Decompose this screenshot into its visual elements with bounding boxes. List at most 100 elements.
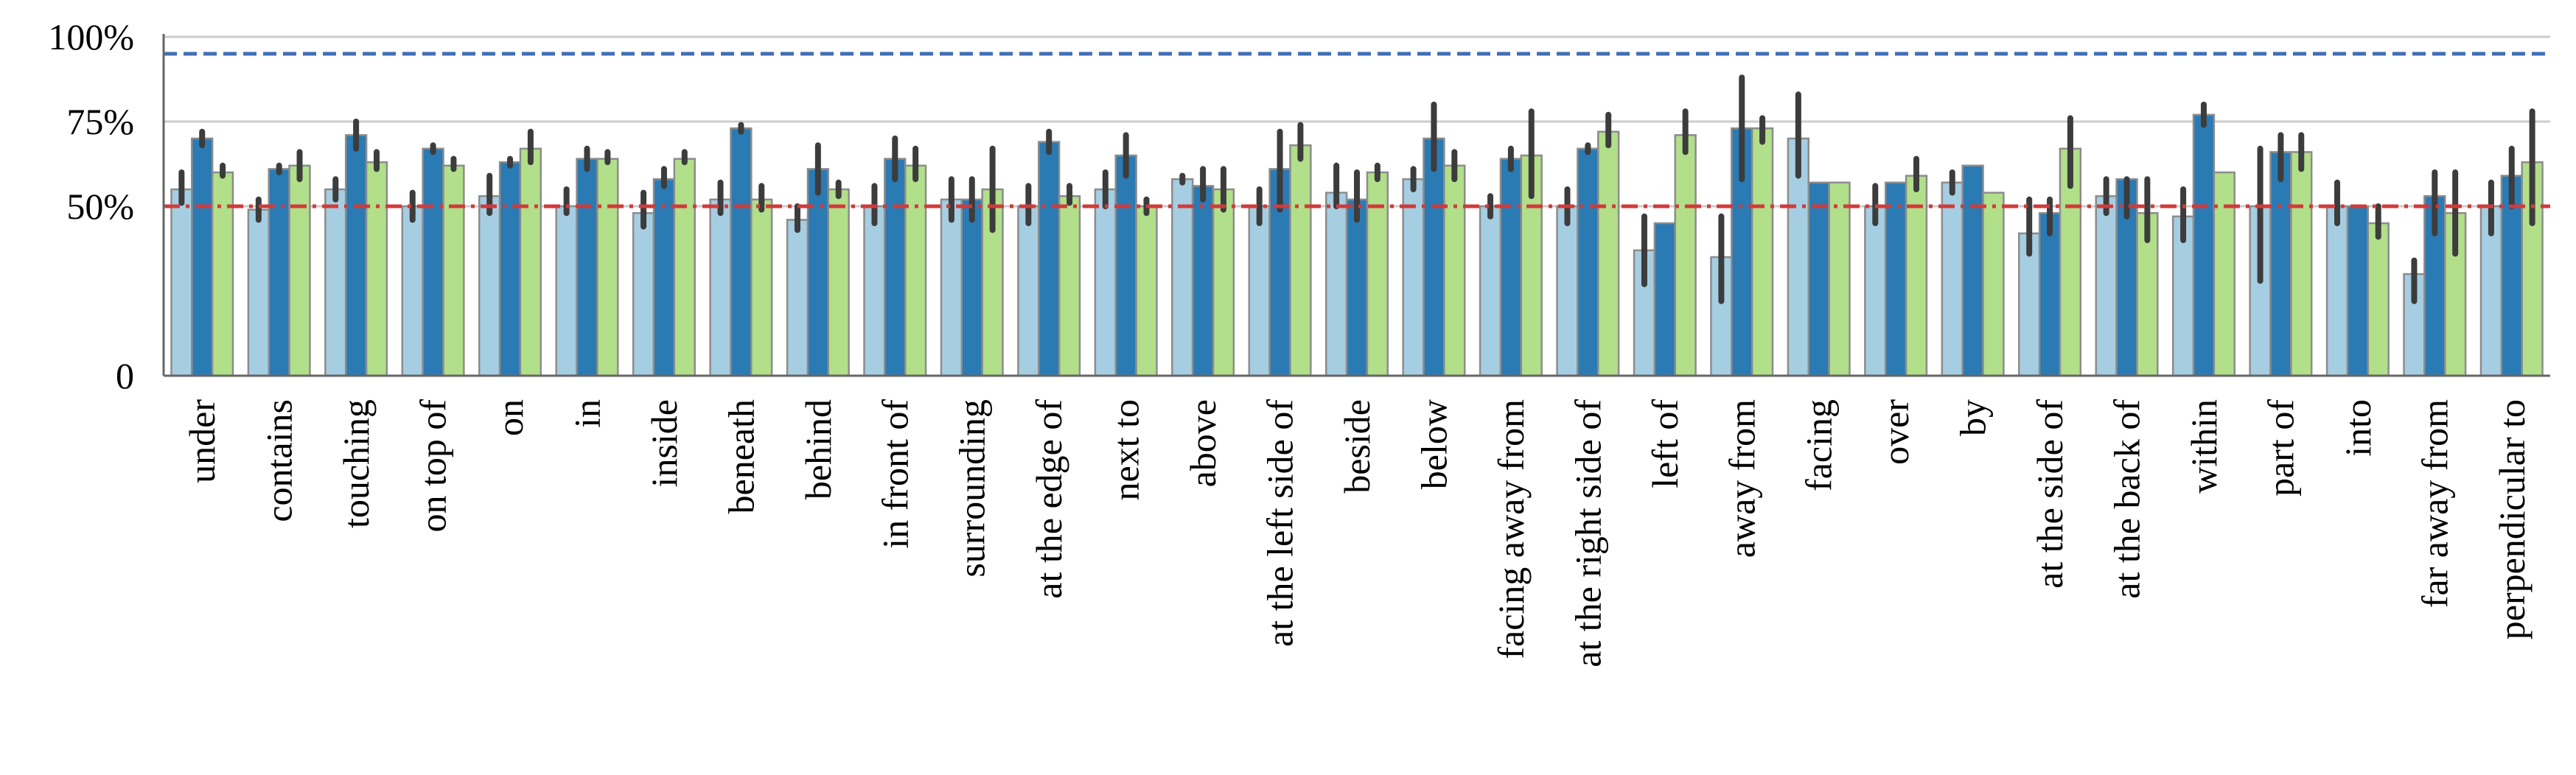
bar-series-b-10 xyxy=(960,198,983,377)
x-tick-label-14: at the left side of xyxy=(1260,399,1301,647)
bar-series-c-19 xyxy=(1674,134,1697,377)
bar-series-c-1 xyxy=(288,164,311,377)
x-tick-label-22: over xyxy=(1875,399,1916,465)
y-tick-labels: 0 50% 75% 100% xyxy=(48,16,134,396)
bar-series-a-9 xyxy=(863,205,886,377)
bar-series-c-11 xyxy=(1058,194,1081,377)
axis-layer xyxy=(162,34,2550,377)
x-tick-label-13: above xyxy=(1182,399,1224,487)
bar-series-b-13 xyxy=(1191,185,1215,377)
bar-series-a-18 xyxy=(1556,205,1579,377)
bar-series-a-28 xyxy=(2325,205,2349,377)
bar-series-a-14 xyxy=(1248,205,1271,377)
bar-series-b-21 xyxy=(1807,181,1830,377)
y-tick-label-0: 0 xyxy=(116,355,134,396)
bar-series-a-6 xyxy=(632,211,655,377)
bar-series-c-21 xyxy=(1828,181,1851,377)
x-tick-label-3: on top of xyxy=(413,399,454,533)
bar-series-a-10 xyxy=(940,198,963,377)
bar-series-c-26 xyxy=(2213,171,2235,377)
bar-series-a-17 xyxy=(1479,205,1502,377)
bar-series-c-8 xyxy=(827,188,850,377)
x-tick-label-11: at the edge of xyxy=(1028,399,1069,599)
bar-series-b-17 xyxy=(1499,158,1523,377)
bar-series-c-3 xyxy=(442,164,465,377)
x-tick-label-4: on xyxy=(489,399,531,436)
bar-series-b-24 xyxy=(2038,211,2062,377)
x-tick-label-26: within xyxy=(2183,399,2224,494)
bar-series-a-1 xyxy=(247,208,270,377)
x-tick-label-12: next to xyxy=(1106,399,1147,500)
bar-series-b-4 xyxy=(498,161,522,377)
bar-series-c-13 xyxy=(1212,188,1235,377)
bar-series-a-11 xyxy=(1017,205,1040,377)
x-tick-label-10: surrounding xyxy=(952,399,993,578)
bar-series-b-2 xyxy=(344,134,368,377)
bar-series-c-7 xyxy=(750,198,773,377)
x-tick-label-1: contains xyxy=(259,399,300,522)
x-tick-label-29: far away from xyxy=(2414,399,2455,608)
bar-series-c-28 xyxy=(2367,222,2390,377)
x-tick-label-19: left of xyxy=(1644,399,1686,488)
bar-series-a-3 xyxy=(401,205,424,377)
bar-series-c-18 xyxy=(1597,130,1620,377)
bar-series-a-12 xyxy=(1094,188,1117,377)
bars-layer xyxy=(170,113,2544,377)
x-tick-label-23: by xyxy=(1952,399,1994,436)
x-tick-label-16: below xyxy=(1413,399,1454,489)
reference-lines-layer xyxy=(164,52,2550,208)
bar-series-c-22 xyxy=(1905,175,1928,377)
bar-series-c-2 xyxy=(365,161,388,377)
bar-series-a-23 xyxy=(1941,181,1964,377)
bar-series-b-26 xyxy=(2192,113,2216,377)
bar-series-b-19 xyxy=(1653,222,1676,377)
y-tick-label-100: 100% xyxy=(48,16,134,57)
x-tick-label-2: touching xyxy=(335,399,377,528)
x-tick-labels: under contains touching on top of on in inside… xyxy=(181,399,2533,667)
bar-series-c-9 xyxy=(904,164,927,377)
x-tick-label-0: under xyxy=(181,399,223,483)
y-tick-label-50: 50% xyxy=(66,186,134,227)
x-tick-label-5: in xyxy=(566,399,607,428)
x-tick-label-25: at the back of xyxy=(2106,399,2148,599)
bar-series-c-6 xyxy=(673,158,696,377)
bar-series-a-15 xyxy=(1324,192,1348,377)
x-tick-label-28: into xyxy=(2337,399,2378,457)
x-tick-label-8: behind xyxy=(797,399,839,499)
x-tick-label-18: at the right side of xyxy=(1567,399,1608,667)
x-tick-label-7: beneath xyxy=(720,399,761,513)
bar-series-b-28 xyxy=(2346,205,2370,377)
bar-series-a-2 xyxy=(324,188,347,377)
bar-series-a-25 xyxy=(2095,194,2118,377)
bar-series-a-4 xyxy=(478,194,501,377)
bar-series-a-5 xyxy=(555,205,578,377)
bar-series-b-6 xyxy=(652,178,676,377)
bar-series-a-8 xyxy=(786,219,809,377)
error-bars-layer xyxy=(178,74,2535,304)
x-tick-label-24: at the side of xyxy=(2029,399,2070,589)
bar-series-c-0 xyxy=(211,171,234,377)
bar-series-b-18 xyxy=(1577,147,1599,377)
bar-series-c-4 xyxy=(519,147,542,377)
bar-series-b-27 xyxy=(2269,151,2292,377)
bar-series-b-9 xyxy=(884,158,907,377)
bar-series-a-0 xyxy=(170,188,193,377)
bar-series-b-12 xyxy=(1114,154,1137,377)
bar-series-b-22 xyxy=(1884,181,1907,377)
bar-series-b-11 xyxy=(1038,141,1061,377)
bar-series-b-5 xyxy=(576,158,598,377)
bar-series-a-16 xyxy=(1402,178,1425,377)
x-tick-label-20: away from xyxy=(1721,399,1762,558)
bar-series-a-22 xyxy=(1864,205,1887,377)
x-tick-label-21: facing xyxy=(1798,399,1840,491)
bar-series-b-8 xyxy=(806,168,830,377)
bar-series-c-15 xyxy=(1366,171,1389,377)
x-tick-label-30: perpendicular to xyxy=(2491,399,2533,639)
bar-series-b-15 xyxy=(1345,198,1369,377)
x-tick-label-17: facing away from xyxy=(1490,399,1532,659)
bar-series-a-13 xyxy=(1171,178,1194,377)
bar-series-b-7 xyxy=(730,127,753,377)
bar-series-c-23 xyxy=(1982,192,2005,377)
